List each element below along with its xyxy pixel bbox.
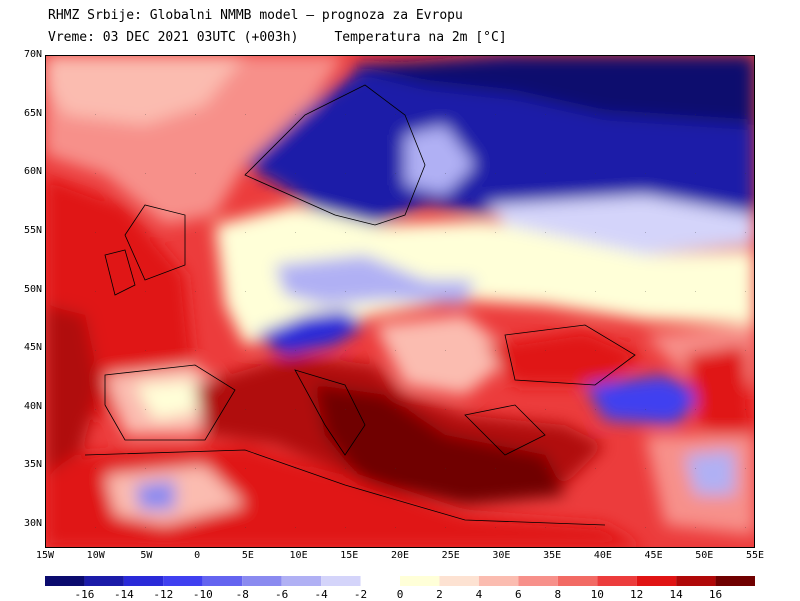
lon-tick-label: 35E — [543, 550, 562, 561]
colorbar-label: -6 — [275, 588, 289, 601]
lon-tick-label: 25E — [441, 550, 460, 561]
lat-tick-label: 55N — [23, 224, 42, 236]
lat-tick-label: 70N — [23, 49, 42, 60]
lat-tick-label: 45N — [23, 342, 42, 354]
colorbar-label: -12 — [153, 588, 174, 601]
colorbar-label: -14 — [113, 588, 134, 601]
lon-tick-label: 50E — [695, 550, 714, 561]
lon-tick-label: 40E — [593, 550, 612, 561]
lat-tick-label: 65N — [23, 107, 42, 119]
lon-tick-label: 20E — [390, 550, 410, 561]
map-frame — [45, 55, 755, 548]
colorbar-swatch — [518, 576, 558, 586]
map-subtitle: Vreme: 03 DEC 2021 03UTC (+003h) Temperat… — [48, 30, 507, 45]
lon-tick-label: 55E — [745, 550, 765, 561]
colorbar-label: 16 — [708, 588, 723, 601]
colorbar-label: 2 — [436, 588, 443, 601]
colorbar-label: 10 — [590, 588, 604, 601]
colorbar-swatch — [321, 576, 361, 586]
colorbar-swatch — [123, 576, 164, 586]
lat-tick-label: 50N — [23, 283, 42, 295]
colorbar-swatch — [557, 576, 598, 586]
colorbar-label: 6 — [515, 588, 522, 601]
colorbar-swatch — [478, 576, 519, 586]
lat-tick-label: 60N — [23, 166, 42, 178]
colorbar-swatch — [45, 576, 85, 586]
colorbar-label: 14 — [669, 588, 683, 601]
map-title: RHMZ Srbije: Globalni NMMB model – progn… — [48, 8, 463, 23]
lon-tick-label: 15W — [35, 550, 55, 561]
colorbar-swatch — [715, 576, 755, 586]
forecast-time: Vreme: 03 DEC 2021 03UTC (+003h) — [48, 30, 299, 45]
colorbar-label: -8 — [235, 588, 249, 601]
lon-tick-label: 30E — [492, 550, 511, 561]
colorbar-swatch — [281, 576, 322, 586]
colorbar-label: 12 — [630, 588, 644, 601]
colorbar-swatch — [676, 576, 716, 586]
colorbar-swatch — [439, 576, 479, 586]
parameter-label: Temperatura na 2m [°C] — [334, 30, 507, 45]
colorbar-swatch — [242, 576, 282, 586]
colorbar — [45, 576, 755, 586]
colorbar-swatch — [163, 576, 203, 586]
colorbar-label: -2 — [353, 588, 368, 601]
colorbar-swatch — [202, 576, 243, 586]
lon-tick-label: 5E — [241, 550, 254, 561]
colorbar-label: 8 — [554, 588, 562, 601]
colorbar-swatch — [597, 576, 637, 586]
colorbar-swatch — [400, 576, 440, 586]
temperature-map — [45, 55, 755, 548]
colorbar-swatch — [636, 576, 677, 586]
lat-tick-label: 40N — [23, 400, 42, 412]
lon-tick-label: 15E — [340, 550, 359, 561]
lat-tick-label: 35N — [23, 459, 42, 471]
lat-tick-label: 30N — [23, 518, 42, 529]
colorbar-label: -4 — [314, 588, 328, 601]
lon-tick-label: 45E — [644, 550, 663, 561]
lon-tick-label: 5W — [140, 550, 153, 561]
colorbar-label: -16 — [74, 588, 95, 601]
colorbar-swatch — [84, 576, 124, 586]
colorbar-label: -10 — [192, 588, 213, 601]
colorbar-label: 4 — [475, 588, 483, 601]
lon-tick-label: 0 — [194, 550, 201, 561]
lon-tick-label: 10E — [289, 550, 308, 561]
lon-tick-label: 10W — [86, 550, 105, 561]
colorbar-label: 0 — [396, 588, 404, 601]
grid-overlay — [45, 55, 755, 548]
